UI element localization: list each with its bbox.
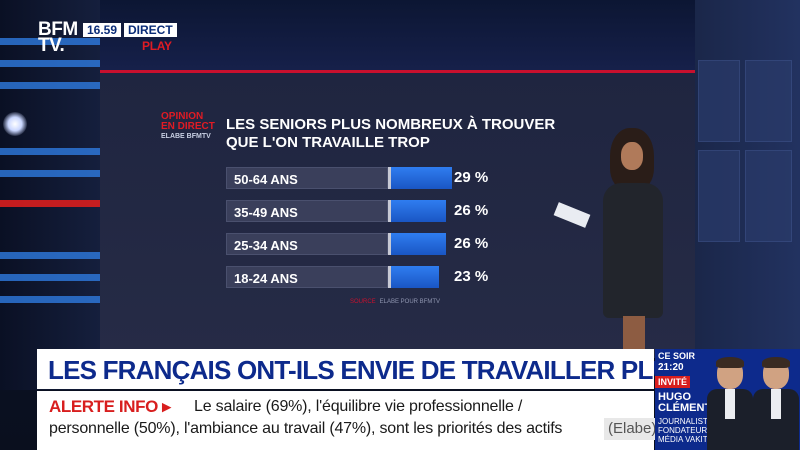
promo-time: 21:20 bbox=[658, 362, 684, 373]
presenter bbox=[553, 128, 675, 350]
bar bbox=[391, 266, 439, 288]
bar-separator bbox=[388, 266, 391, 288]
alert-ticker: ALERTE INFO ▸ Le salaire (69%), l'équili… bbox=[37, 391, 661, 450]
studio-left-wall bbox=[0, 0, 100, 390]
tonight-promo: CE SOIR 21:20 INVITÉ HUGO CLÉMENT JOURNA… bbox=[655, 349, 800, 450]
guest-shirt bbox=[725, 389, 735, 419]
studio-lamp bbox=[3, 112, 27, 136]
bar-row: 50-64 ANS 29 % bbox=[226, 167, 516, 189]
opinion-tag-line-1: OPINION bbox=[161, 111, 204, 122]
bar-label: 18-24 ANS bbox=[234, 271, 298, 286]
alert-source: (Elabe) bbox=[604, 418, 661, 440]
alert-text-line-2: personnelle (50%), l'ambiance au travail… bbox=[49, 420, 563, 437]
clock: 16.59 bbox=[83, 23, 122, 37]
bar bbox=[391, 167, 452, 189]
bar-label: 35-49 ANS bbox=[234, 205, 298, 220]
bar-track: 18-24 ANS bbox=[226, 266, 388, 288]
promo-when: CE SOIR bbox=[658, 351, 696, 361]
light-stripe bbox=[0, 38, 100, 45]
channel-logo: BFM TV. bbox=[38, 19, 78, 56]
guest-last-name: CLÉMENT bbox=[658, 402, 712, 414]
bar-track: 25-34 ANS bbox=[226, 233, 388, 255]
light-stripe bbox=[0, 60, 100, 67]
studio-right-wall bbox=[690, 0, 800, 350]
bar-track: 50-64 ANS bbox=[226, 167, 388, 189]
guest-first-name: HUGO bbox=[658, 391, 691, 403]
opinion-tag: OPINION EN DIRECT bbox=[161, 112, 215, 132]
bar-separator bbox=[388, 200, 391, 222]
light-stripe bbox=[0, 82, 100, 89]
headline-bar: LES FRANÇAIS ONT-ILS ENVIE DE TRAVAILLER… bbox=[37, 349, 709, 389]
bar-value-label: 29 % bbox=[454, 169, 489, 186]
bar-row: 35-49 ANS 26 % bbox=[226, 200, 516, 222]
light-stripe bbox=[0, 296, 100, 303]
graphic-title: LES SENIORS PLUS NOMBREUX À TROUVER QUE … bbox=[226, 116, 556, 151]
bar bbox=[391, 233, 446, 255]
studio-ceiling bbox=[100, 0, 695, 70]
bar-separator bbox=[388, 233, 391, 255]
source-label: SOURCE bbox=[350, 299, 376, 305]
light-stripe bbox=[0, 148, 100, 155]
presenter-dress bbox=[603, 183, 663, 318]
bar-separator bbox=[388, 167, 391, 189]
bar-row: 18-24 ANS 23 % bbox=[226, 266, 516, 288]
play-label: PLAY bbox=[142, 39, 172, 53]
wall-panel bbox=[698, 60, 740, 142]
guest-photo bbox=[707, 357, 753, 450]
guest-role: JOURNALISTE ET FONDATEUR DU MÉDIA VAKITA bbox=[658, 417, 726, 444]
logo-line-1: BFM bbox=[38, 19, 78, 40]
bar-row: 25-34 ANS 26 % bbox=[226, 233, 516, 255]
live-badge: DIRECT bbox=[124, 23, 177, 37]
light-stripe bbox=[0, 274, 100, 281]
presenter-legs bbox=[623, 316, 645, 350]
bar-value-label: 23 % bbox=[454, 268, 489, 285]
logo-line-2: TV. bbox=[38, 35, 65, 56]
bar-track: 35-49 ANS bbox=[226, 200, 388, 222]
source-text: ELABE POUR BFMTV bbox=[379, 299, 441, 305]
wall-panel bbox=[745, 60, 792, 142]
bar-label: 50-64 ANS bbox=[234, 172, 298, 187]
bar-value-label: 26 % bbox=[454, 202, 489, 219]
presenter-face bbox=[621, 142, 643, 170]
wall-panel bbox=[698, 150, 740, 242]
guest-hair bbox=[762, 357, 790, 368]
alert-badge: ALERTE INFO ▸ bbox=[49, 397, 171, 416]
opinion-sub: ELABE BFMTV bbox=[161, 133, 211, 140]
guest-hair bbox=[716, 357, 744, 368]
guest-photo-2 bbox=[753, 357, 799, 450]
alert-text-line-1: Le salaire (69%), l'équilibre vie profes… bbox=[194, 398, 523, 415]
light-stripe bbox=[0, 252, 100, 259]
opinion-tag-line-2: EN DIRECT bbox=[161, 121, 215, 132]
guest-badge: INVITÉ bbox=[655, 376, 691, 388]
guest-name: HUGO CLÉMENT bbox=[658, 392, 711, 414]
graphic-source: SOURCE ELABE POUR BFMTV bbox=[350, 299, 440, 305]
bar-label: 25-34 ANS bbox=[234, 238, 298, 253]
headline-text: LES FRANÇAIS ONT-ILS ENVIE DE TRAVAILLER… bbox=[48, 355, 709, 385]
guest-shirt bbox=[771, 389, 781, 419]
light-stripe bbox=[0, 170, 100, 177]
light-stripe-red bbox=[0, 200, 100, 207]
bar-value-label: 26 % bbox=[454, 235, 489, 252]
wall-panel bbox=[745, 150, 792, 242]
bar bbox=[391, 200, 446, 222]
